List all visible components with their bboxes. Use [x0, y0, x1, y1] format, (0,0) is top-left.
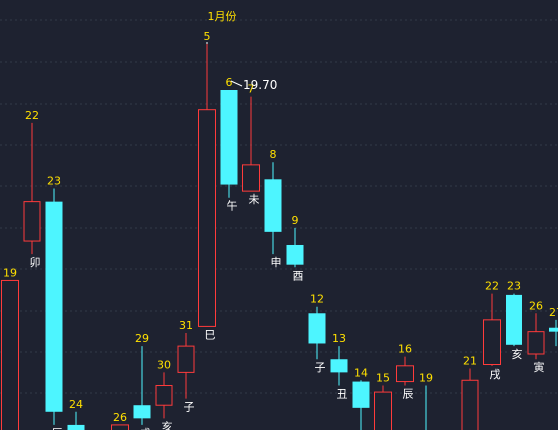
candle: 30 亥	[155, 358, 173, 430]
candle: 15卯	[374, 372, 392, 430]
candle-body	[549, 327, 558, 332]
candle: 13 丑	[330, 332, 348, 401]
day-number-label: 16	[398, 343, 412, 356]
candle: 24巳	[67, 398, 85, 430]
day-number-label: 30	[157, 358, 171, 371]
candle-body	[1, 279, 19, 430]
candle-body	[45, 201, 63, 412]
earthly-branch-label: 子	[184, 401, 195, 414]
candle: 23 辰	[45, 175, 63, 430]
earthly-branch-label: 丑	[337, 388, 348, 401]
earthly-branch-label: 子	[315, 361, 326, 374]
day-number-label: 9	[292, 214, 299, 227]
month-label: 1月份	[208, 10, 237, 23]
candle-body	[23, 201, 41, 242]
day-number-label: 24	[69, 398, 83, 411]
candle-body	[506, 294, 522, 345]
candle: 12 子	[308, 293, 326, 374]
candle-body	[396, 365, 414, 383]
candle-body	[264, 179, 282, 232]
earthly-branch-label: 卯	[30, 256, 41, 269]
day-number-label: 27	[549, 306, 558, 319]
earthly-branch-label: 巳	[205, 328, 216, 341]
candle: 8申	[264, 148, 282, 269]
day-number-label: 15	[376, 372, 390, 385]
candle-body	[330, 359, 348, 373]
earthly-branch-label: 辰	[52, 427, 63, 430]
candle: 22 卯	[23, 109, 41, 269]
day-number-label: 8	[270, 148, 277, 161]
day-number-label: 19	[3, 266, 17, 279]
candle: 21酉	[461, 354, 479, 430]
earthly-branch-label: 亥	[162, 419, 173, 430]
day-number-label: 26	[113, 411, 127, 424]
day-number-label: 22	[25, 109, 39, 122]
max-annotation-pointer	[230, 80, 243, 87]
candle-body	[155, 385, 173, 406]
candle-body	[111, 424, 129, 430]
earthly-branch-label: 未	[249, 193, 260, 206]
day-number-label: 31	[179, 319, 193, 332]
earthly-branch-label: 戌	[490, 368, 501, 381]
candle: 6午	[220, 76, 238, 213]
earthly-branch-label: 寅	[534, 360, 545, 374]
candle-body	[461, 379, 479, 430]
candles: 19子22卯23辰24巳25午26未29戌30亥31子5巳6午7未8申9酉12子…	[1, 30, 558, 430]
day-number-label: 26	[529, 299, 543, 312]
candle: 5巳	[198, 30, 216, 341]
candle: 14寅	[352, 366, 370, 430]
candle: 16 辰	[396, 343, 414, 401]
earthly-branch-label: 申	[271, 256, 282, 269]
day-number-label: 13	[332, 332, 346, 345]
day-number-label: 5	[204, 30, 211, 43]
day-number-label: 23	[47, 175, 61, 188]
candle: 29 戌	[133, 332, 151, 430]
day-number-label: 21	[463, 354, 477, 367]
day-number-label: 19	[419, 372, 433, 385]
day-number-label: 29	[135, 332, 149, 345]
candle-body	[374, 391, 392, 430]
earthly-branch-label: 酉	[293, 269, 304, 282]
candle-body	[483, 319, 501, 366]
candle-body	[527, 331, 545, 355]
candle: 19子	[1, 266, 19, 430]
candle-body	[67, 424, 85, 430]
candle: 22 戌	[483, 280, 501, 381]
candle-body	[177, 345, 195, 373]
candle: 9酉	[286, 214, 304, 282]
day-number-label: 12	[310, 293, 324, 306]
candle: 19未	[419, 372, 433, 430]
max-price-annotation: 19.70	[243, 78, 277, 92]
earthly-branch-label: 午	[227, 200, 238, 213]
day-number-label: 14	[354, 366, 368, 379]
candle: 31 子	[177, 319, 195, 414]
candle: 26未	[111, 411, 129, 430]
candle: 7未	[242, 83, 260, 206]
candle-body	[242, 164, 260, 192]
earthly-branch-label: 辰	[403, 388, 414, 401]
candle-body	[133, 405, 151, 419]
candle-body	[308, 313, 326, 344]
candle-body	[352, 381, 370, 408]
candle: 23 亥	[506, 280, 523, 361]
earthly-branch-label: 戌	[140, 427, 151, 430]
candle-body	[220, 90, 238, 185]
day-number-label: 22	[485, 280, 499, 293]
day-number-label: 7	[248, 83, 255, 96]
earthly-branch-label: 亥	[512, 347, 523, 361]
day-number-label: 6	[226, 76, 233, 89]
candle: 26 寅	[527, 299, 545, 374]
candle: 27	[549, 306, 558, 347]
candle-body	[286, 244, 304, 265]
day-number-label: 23	[507, 280, 521, 293]
candle-body	[198, 109, 216, 327]
